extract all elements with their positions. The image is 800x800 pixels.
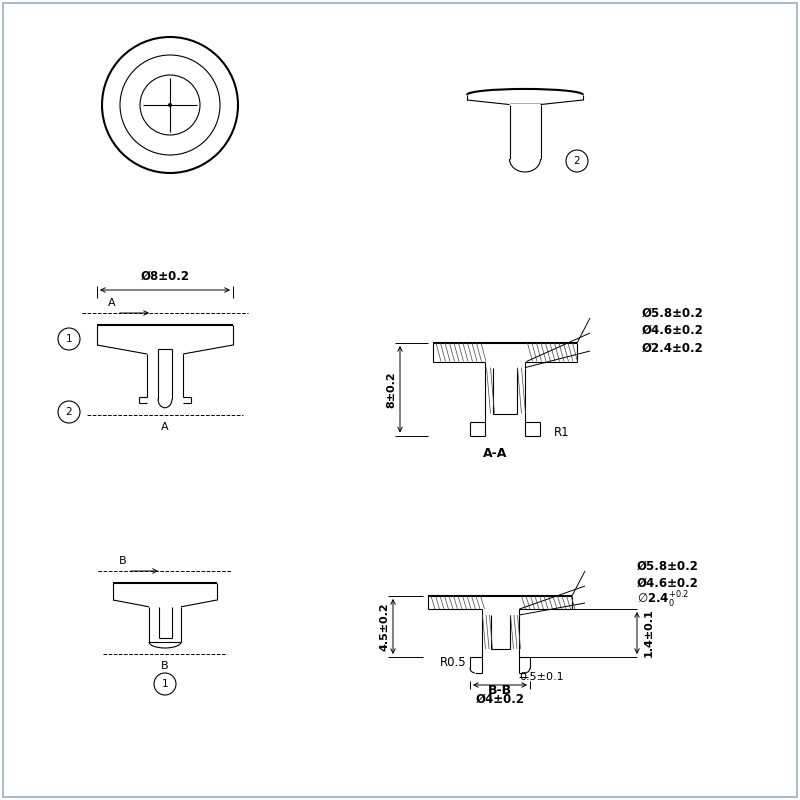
Text: Ø4.6±0.2: Ø4.6±0.2: [637, 577, 699, 590]
Text: R1: R1: [554, 426, 570, 439]
Text: $\varnothing$2.4$^{+0.2}_{0}$: $\varnothing$2.4$^{+0.2}_{0}$: [637, 590, 689, 610]
Text: B: B: [161, 661, 169, 671]
Text: A-A: A-A: [483, 447, 507, 460]
Text: 1.4±0.1: 1.4±0.1: [644, 609, 654, 658]
Text: A: A: [108, 298, 116, 308]
Text: 2: 2: [66, 407, 72, 417]
Text: R0.5: R0.5: [440, 655, 467, 669]
Text: Ø4±0.2: Ø4±0.2: [475, 693, 525, 706]
Text: Ø8±0.2: Ø8±0.2: [141, 270, 190, 282]
Text: Ø4.6±0.2: Ø4.6±0.2: [642, 323, 704, 337]
Text: Ø5.8±0.2: Ø5.8±0.2: [637, 559, 699, 573]
Text: 2: 2: [574, 156, 580, 166]
Circle shape: [168, 103, 172, 107]
Text: 0.5±0.1: 0.5±0.1: [520, 672, 564, 682]
Text: B: B: [119, 556, 127, 566]
Text: Ø2.4±0.2: Ø2.4±0.2: [642, 342, 704, 354]
Text: 1: 1: [162, 679, 168, 689]
Text: 1: 1: [66, 334, 72, 344]
Text: Ø5.8±0.2: Ø5.8±0.2: [642, 306, 704, 319]
Text: B-B: B-B: [488, 685, 512, 698]
Text: 8±0.2: 8±0.2: [386, 371, 396, 407]
Text: 4.5±0.2: 4.5±0.2: [379, 602, 389, 651]
Text: A: A: [161, 422, 169, 432]
